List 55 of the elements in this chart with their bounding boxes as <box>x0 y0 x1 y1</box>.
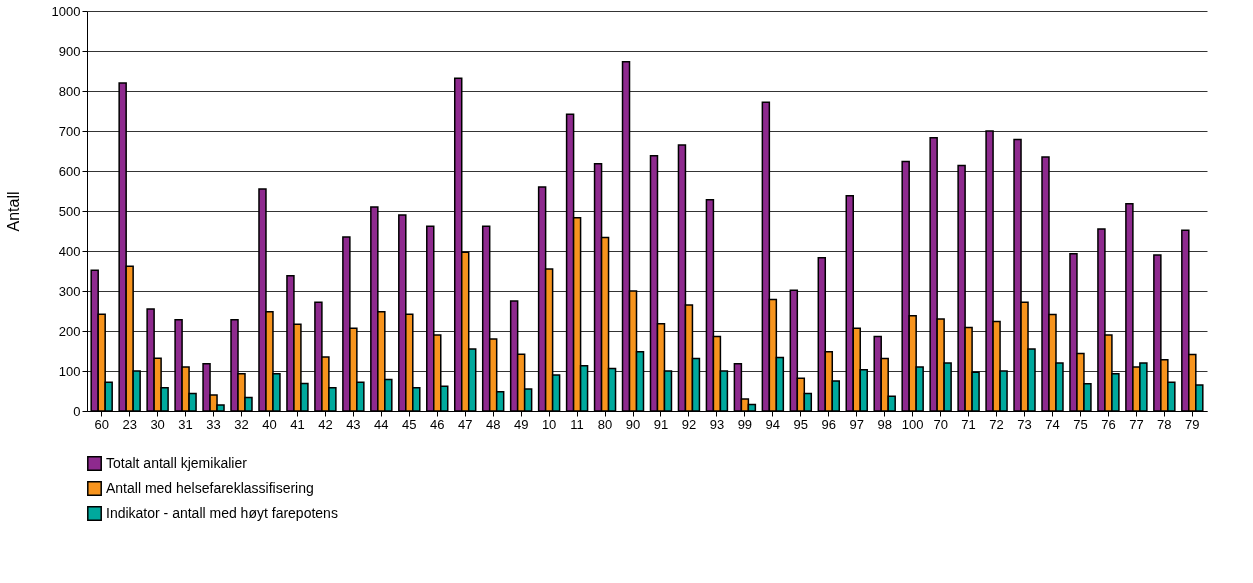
y-tick-label: 0 <box>73 403 81 419</box>
x-tick-label: 70 <box>933 416 948 432</box>
x-tick-label: 33 <box>206 416 221 432</box>
x-tick-label: 44 <box>374 416 389 432</box>
legend-label: Antall med helsefareklassifisering <box>106 479 314 496</box>
x-tick-label: 40 <box>262 416 277 432</box>
y-tick-label: 100 <box>58 363 81 379</box>
x-tick-label: 91 <box>653 416 669 432</box>
x-tick-label: 77 <box>1129 416 1144 432</box>
x-tick-label: 76 <box>1101 416 1116 432</box>
y-tick-label: 1000 <box>51 3 81 19</box>
x-tick-label: 73 <box>1017 416 1032 432</box>
x-tick-label: 74 <box>1045 416 1060 432</box>
x-tick-label: 48 <box>485 416 501 432</box>
y-tick-label: 400 <box>58 243 81 259</box>
legend-label: Totalt antall kjemikalier <box>106 454 248 471</box>
x-tick-label: 60 <box>94 416 109 432</box>
y-tick-label: 900 <box>58 43 81 59</box>
x-tick-label: 42 <box>318 416 333 432</box>
x-tick-label: 95 <box>793 416 809 432</box>
x-tick-label: 32 <box>234 416 249 432</box>
y-tick-label: 600 <box>58 163 81 179</box>
legend-label: Indikator - antall med høyt farepotens <box>106 504 338 521</box>
x-tick-label: 23 <box>122 416 137 432</box>
x-tick-label: 96 <box>821 416 837 432</box>
y-tick-label: 500 <box>58 203 81 219</box>
x-tick-label: 78 <box>1157 416 1172 432</box>
x-tick-label: 10 <box>541 416 557 432</box>
x-tick-label: 98 <box>877 416 892 432</box>
x-tick-label: 46 <box>430 416 445 432</box>
x-tick-label: 31 <box>178 416 193 432</box>
x-tick-label: 30 <box>150 416 165 432</box>
x-tick-label: 94 <box>765 416 781 432</box>
y-tick-label: 700 <box>58 123 81 139</box>
y-axis-title: Antall <box>4 191 22 232</box>
x-tick-label: 49 <box>513 416 529 432</box>
x-tick-label: 43 <box>346 416 361 432</box>
x-tick-label: 72 <box>989 416 1004 432</box>
y-tick-label: 200 <box>58 323 81 339</box>
x-tick-label: 45 <box>402 416 417 432</box>
x-tick-label: 41 <box>290 416 305 432</box>
x-tick-label: 93 <box>709 416 725 432</box>
x-tick-label: 99 <box>737 416 753 432</box>
x-tick-label: 71 <box>961 416 976 432</box>
x-tick-label: 75 <box>1073 416 1088 432</box>
x-tick-label: 92 <box>681 416 697 432</box>
x-tick-label: 79 <box>1185 416 1200 432</box>
x-tick-label: 100 <box>901 416 924 432</box>
x-tick-label: 90 <box>625 416 641 432</box>
x-tick-label: 47 <box>457 416 473 432</box>
x-tick-label: 80 <box>597 416 613 432</box>
y-tick-label: 300 <box>58 283 81 299</box>
x-tick-label: 97 <box>849 416 864 432</box>
y-tick-label: 800 <box>58 83 81 99</box>
x-tick-label: 11 <box>570 416 584 432</box>
